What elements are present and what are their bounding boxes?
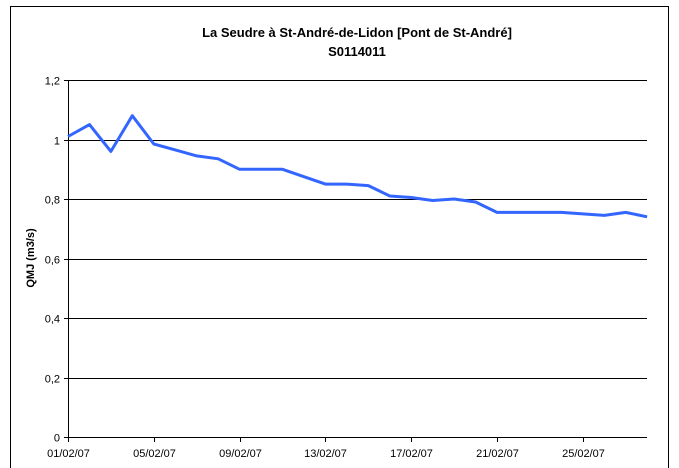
x-tick-label: 21/02/07 [476,448,519,460]
y-tick-label: 0 [54,433,60,445]
data-line [67,114,648,219]
chart-subtitle: S0114011 [328,44,386,59]
x-tick-label: 09/02/07 [219,448,262,460]
x-tick-label: 05/02/07 [133,448,176,460]
x-tick-label: 13/02/07 [304,448,347,460]
chart-title: La Seudre à St-André-de-Lidon [Pont de S… [202,25,512,40]
x-tick-label: 01/02/07 [47,448,90,460]
chart-border [10,6,669,468]
y-tick-label: 0,2 [45,374,60,386]
x-tick-label: 25/02/07 [562,448,605,460]
y-tick-label: 0,6 [45,255,60,267]
y-axis-title: QMJ (m3/s) [25,228,37,288]
y-tick-label: 0,4 [45,314,60,326]
y-tick-label: 1,2 [45,76,60,88]
y-tick-label: 0,8 [45,195,60,207]
x-tick-label: 17/02/07 [390,448,433,460]
y-tick-label: 1 [54,136,60,148]
